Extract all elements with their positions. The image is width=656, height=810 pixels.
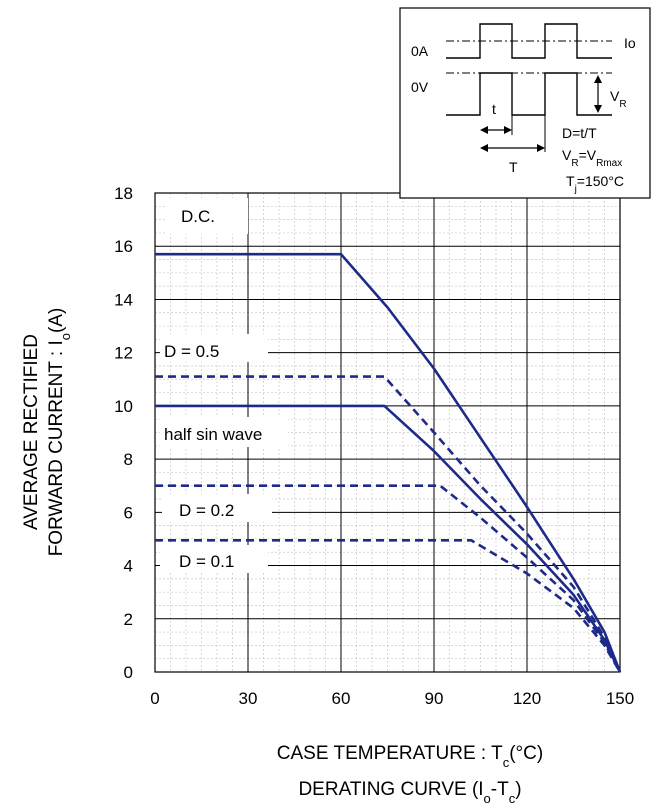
tj-equation: Tj=150°C — [566, 173, 624, 195]
series-line-2 — [155, 404, 622, 673]
zero-a-label: 0A — [411, 43, 429, 59]
y-tick-label: 4 — [124, 557, 133, 576]
x-tick-label: 0 — [150, 689, 159, 708]
dc-label-bg — [166, 198, 248, 234]
t-arrow-head-left — [480, 126, 488, 134]
vr-arrow-head-up — [594, 75, 602, 83]
y-axis-title-line2: FORWARD CURRENT : Io(A) — [46, 308, 73, 557]
d02-label: D = 0.2 — [179, 501, 234, 520]
x-tick-label: 60 — [332, 689, 351, 708]
y-tick-label: 18 — [114, 184, 133, 203]
y-axis-title: AVERAGE RECTIFIED FORWARD CURRENT : Io(A… — [21, 308, 73, 557]
x-tick-label: 120 — [513, 689, 541, 708]
y-axis-title-line1: AVERAGE RECTIFIED — [21, 334, 42, 530]
voltage-waveform — [446, 72, 612, 116]
period-label: T — [509, 159, 518, 175]
d01-label: D = 0.1 — [179, 552, 234, 571]
t-arrow-head-right — [504, 126, 512, 134]
y-tick-label: 0 — [124, 663, 133, 682]
zero-v-label: 0V — [411, 79, 429, 95]
inset-frame — [399, 7, 651, 199]
x-tick-label: 90 — [425, 689, 444, 708]
chart-caption: DERATING CURVE (Io-Tc) — [298, 779, 521, 806]
y-tick-label: 14 — [114, 290, 133, 309]
waveform-inset: 0A Io 0V VR t T D=t/T VR=VRmax Tj=150°C — [399, 7, 651, 199]
y-tick-label: 6 — [124, 503, 133, 522]
dc-label: D.C. — [181, 207, 215, 226]
d01-label-bg — [160, 545, 268, 573]
series-line-3 — [155, 484, 622, 673]
duty-equation: D=t/T — [562, 125, 597, 141]
d05-label-bg — [160, 334, 268, 362]
series-annotations: D.C. D = 0.5 half sin wave D = 0.2 D = 0… — [160, 198, 288, 573]
d05-label: D = 0.5 — [164, 342, 219, 361]
x-tick-labels: 0 30 60 90 120 150 — [150, 689, 634, 708]
vr-arrow-head-down — [594, 105, 602, 113]
y-tick-label: 12 — [114, 344, 133, 363]
y-tick-label: 8 — [124, 450, 133, 469]
series-line-1 — [155, 375, 622, 673]
series-layer — [155, 252, 622, 673]
period-arrow-head-left — [480, 144, 488, 152]
t-label: t — [492, 101, 496, 117]
x-axis-title: CASE TEMPERATURE : Tc(°C) — [277, 743, 543, 770]
vr-label: VR — [610, 88, 627, 110]
y-tick-label: 10 — [114, 397, 133, 416]
current-waveform — [446, 23, 612, 59]
vr-equation: VR=VRmax — [562, 147, 622, 169]
x-tick-label: 150 — [606, 689, 634, 708]
series-line-4 — [155, 538, 622, 673]
half-sin-label-bg — [160, 417, 288, 447]
d02-label-bg — [162, 494, 272, 522]
period-arrow-head-right — [537, 144, 545, 152]
y-tick-labels: 0 2 4 6 8 10 12 14 16 18 — [114, 184, 133, 682]
series-line-0 — [155, 252, 622, 673]
y-tick-label: 2 — [124, 610, 133, 629]
io-label: Io — [624, 35, 636, 51]
x-tick-label: 30 — [239, 689, 258, 708]
y-tick-label: 16 — [114, 237, 133, 256]
half-sin-label: half sin wave — [164, 425, 262, 444]
plot-frame — [154, 192, 621, 673]
